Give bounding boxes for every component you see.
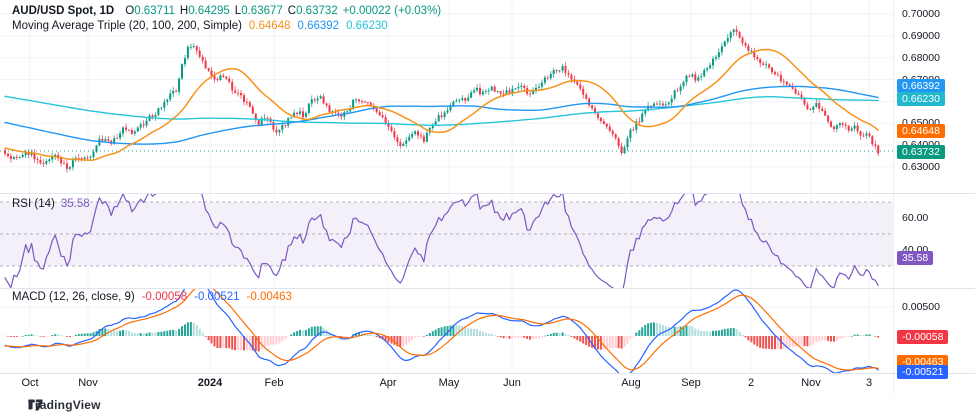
axis-badge: -0.00521: [897, 365, 949, 379]
time-axis-label: May: [438, 377, 460, 389]
axis-badge: 0.66230: [897, 92, 945, 106]
time-axis-label: Sep: [681, 377, 701, 389]
open-label: O: [125, 5, 135, 17]
low-value: 0.63677: [241, 5, 283, 17]
ma-legend-row: Moving Average Triple (20, 100, 200, Sim…: [12, 19, 441, 34]
axis-label: 0.00500: [902, 301, 940, 313]
high-value: 0.64295: [188, 5, 230, 17]
axis-label: 60.00: [902, 212, 929, 224]
axis-badge: 0.66392: [897, 79, 945, 93]
rsi-pane[interactable]: [0, 193, 893, 288]
axis-badge: -0.00058: [897, 330, 949, 344]
macd-label: MACD (12, 26, close, 9): [12, 291, 135, 303]
footer: TradingView: [0, 395, 975, 419]
pane-separator: [0, 193, 975, 194]
macd-line-value: -0.00521: [194, 291, 240, 303]
close-value: 0.63732: [296, 5, 338, 17]
macd-hist-value: -0.00058: [141, 291, 188, 303]
tradingview-logo-icon: [28, 399, 43, 411]
symbol-title: AUD/USD Spot, 1D: [12, 5, 115, 17]
time-axis-label: Oct: [21, 377, 39, 389]
axis-badge: 35.58: [897, 251, 934, 265]
open-value: 0.63711: [134, 5, 175, 17]
macd-legend: MACD (12, 26, close, 9) -0.00058 -0.00521-…: [12, 291, 292, 303]
ma-indicator-label: Moving Average Triple (20, 100, 200, Sim…: [12, 20, 242, 32]
pane-separator: [0, 288, 975, 289]
price-pane[interactable]: [0, 0, 893, 193]
macd-signal-value: -0.00463: [246, 291, 292, 303]
ma200-value: 0.66230: [346, 20, 388, 32]
axis-badge: 0.63732: [897, 145, 945, 159]
rsi-label: RSI (14): [12, 198, 55, 210]
pane-separator: [0, 373, 975, 374]
change-value: +0.00022 (+0.03%): [342, 5, 442, 17]
axis-badge: 0.64648: [897, 124, 945, 138]
axis-label: 0.70000: [902, 8, 940, 20]
time-axis-label: 2024: [197, 377, 223, 389]
tradingview-logo[interactable]: TradingView: [28, 398, 101, 412]
time-axis-label: Aug: [621, 377, 641, 389]
axis-label: 0.63000: [902, 161, 940, 173]
close-label: C: [287, 5, 297, 17]
rsi-value: 35.58: [60, 198, 90, 210]
time-axis-label: Nov: [78, 377, 98, 389]
ma100-value: 0.66392: [297, 20, 340, 32]
time-axis-label: Nov: [801, 377, 821, 389]
time-scale[interactable]: Oct Nov 2024 Feb Apr May Jun Aug Sep 2 Nov 3: [0, 373, 893, 395]
time-axis-label: 2: [747, 377, 755, 389]
time-axis-label: Jun: [503, 377, 521, 389]
axis-label: 0.69000: [902, 30, 940, 42]
legend: AUD/USD Spot, 1D O0.63711 H0.64295 L0.63677…: [12, 4, 441, 34]
tradingview-logo-label: TradingView: [28, 398, 101, 412]
high-label: H: [179, 5, 189, 17]
low-label: L: [234, 5, 242, 17]
macd-pane[interactable]: [0, 288, 893, 373]
time-axis-label: 3: [865, 377, 873, 389]
ma20-value: 0.64648: [248, 20, 291, 32]
time-axis-label: Feb: [264, 377, 284, 389]
time-axis-label: Apr: [379, 377, 397, 389]
rsi-legend: RSI (14) 35.58: [12, 198, 90, 210]
price-scale[interactable]: 0.700000.690000.680000.670000.660000.650…: [893, 0, 975, 395]
symbol-legend-row: AUD/USD Spot, 1D O0.63711 H0.64295 L0.63677…: [12, 4, 441, 19]
axis-label: 0.68000: [902, 52, 940, 64]
